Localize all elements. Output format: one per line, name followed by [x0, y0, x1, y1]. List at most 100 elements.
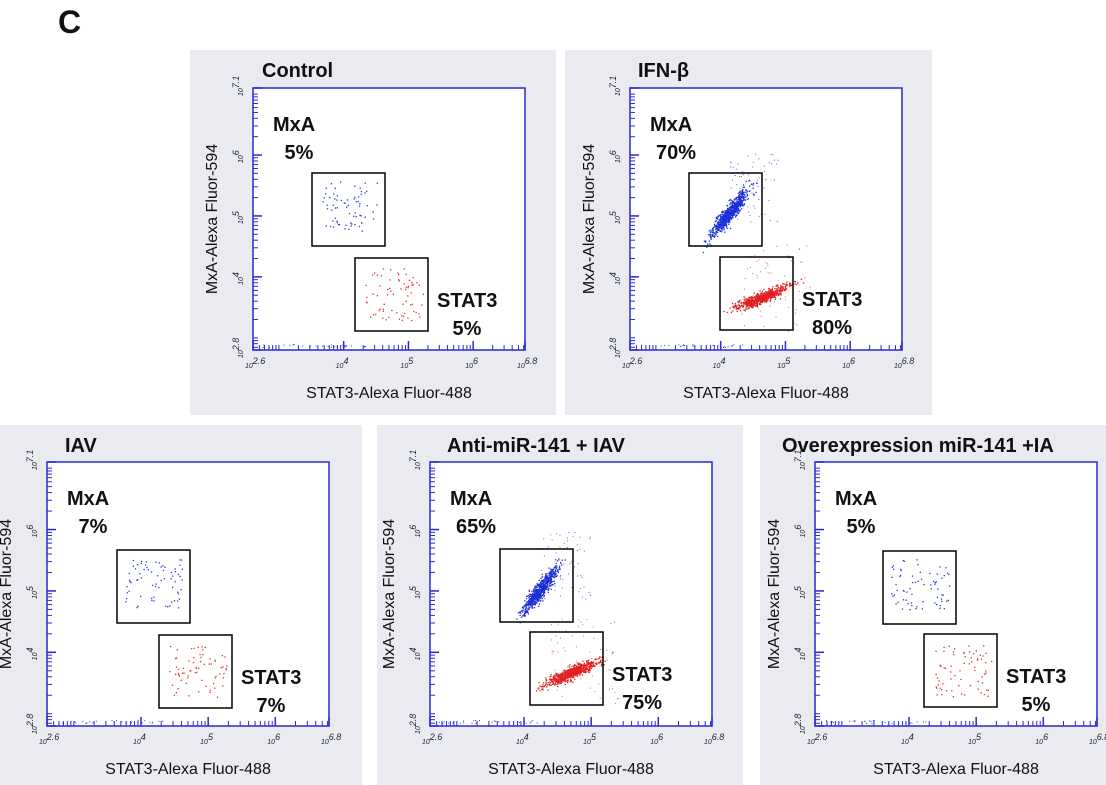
event-dot — [727, 214, 729, 216]
event-dot — [519, 614, 521, 616]
event-dot — [721, 217, 723, 220]
event-dot — [760, 296, 762, 298]
y-tick-label: 106 — [608, 150, 622, 163]
event-dot — [558, 565, 561, 567]
event-dot — [364, 182, 366, 184]
event-dot — [152, 721, 154, 723]
event-dot — [923, 583, 925, 586]
event-dot — [547, 591, 549, 594]
event-dot — [105, 721, 107, 723]
event-dot — [753, 302, 755, 304]
event-dot — [580, 665, 582, 668]
event-dot — [716, 223, 719, 225]
event-dot — [366, 190, 368, 192]
event-dot — [550, 580, 553, 582]
event-dot — [764, 296, 766, 299]
event-dot — [181, 579, 183, 581]
event-dot — [772, 296, 774, 298]
event-dot — [525, 604, 527, 607]
event-dot — [540, 591, 543, 593]
event-dot — [557, 571, 560, 574]
event-dot — [410, 292, 412, 294]
x-tick-label: 106.8 — [517, 356, 537, 370]
event-dot — [443, 721, 445, 723]
event-dot — [540, 599, 542, 602]
event-dot — [738, 301, 741, 303]
event-dot — [589, 662, 591, 664]
event-dot — [719, 229, 721, 232]
event-dot — [759, 298, 762, 300]
event-dot — [580, 621, 582, 623]
event-dot — [360, 193, 362, 196]
event-dot — [573, 666, 575, 668]
event-dot — [528, 596, 531, 598]
event-dot — [174, 571, 177, 573]
stat3-label: STAT3 — [1006, 666, 1066, 688]
event-dot — [798, 290, 800, 292]
event-dot — [744, 300, 746, 302]
event-dot — [411, 284, 413, 286]
event-dot — [742, 174, 744, 176]
event-dot — [724, 223, 726, 226]
event-dot — [183, 672, 185, 674]
event-dot — [744, 302, 746, 304]
event-dot — [720, 214, 722, 216]
event-dot — [411, 282, 413, 284]
event-dot — [169, 670, 171, 673]
event-dot — [549, 578, 551, 580]
event-dot — [599, 697, 601, 699]
event-dot — [614, 691, 616, 693]
event-dot — [706, 246, 708, 248]
event-dot — [552, 583, 554, 586]
event-dot — [727, 221, 730, 224]
event-dot — [751, 303, 753, 306]
event-dot — [533, 590, 535, 592]
event-dot — [737, 207, 740, 209]
event-dot — [590, 665, 592, 667]
event-dot — [614, 703, 616, 705]
event-dot — [745, 196, 747, 198]
event-dot — [750, 303, 753, 305]
event-dot — [334, 346, 336, 348]
event-dot — [809, 286, 811, 288]
event-dot — [558, 676, 560, 679]
event-dot — [200, 656, 202, 658]
event-dot — [727, 215, 729, 217]
event-dot — [536, 592, 538, 595]
event-dot — [177, 668, 180, 671]
event-dot — [551, 570, 553, 572]
event-dot — [766, 296, 768, 298]
event-dot — [566, 680, 569, 682]
event-dot — [744, 196, 746, 198]
event-dot — [555, 573, 557, 575]
event-dot — [606, 659, 608, 661]
tick-base: 10 — [800, 591, 807, 599]
event-dot — [589, 687, 591, 689]
event-dot — [935, 673, 937, 676]
event-dot — [727, 213, 730, 215]
event-dot — [760, 310, 762, 312]
event-dot — [568, 676, 570, 678]
event-dot — [585, 670, 587, 673]
event-dot — [746, 192, 748, 194]
event-dot — [572, 674, 574, 676]
event-dot — [614, 621, 616, 623]
event-dot — [595, 662, 598, 664]
event-dot — [589, 594, 591, 596]
event-dot — [571, 681, 573, 683]
event-dot — [155, 561, 157, 563]
event-dot — [906, 591, 908, 593]
event-dot — [575, 673, 577, 676]
event-dot — [348, 212, 351, 215]
event-dot — [537, 590, 539, 592]
event-dot — [392, 293, 395, 296]
event-dot — [720, 211, 723, 213]
event-dot — [799, 299, 801, 301]
event-dot — [737, 212, 739, 214]
event-dot — [548, 583, 551, 585]
event-dot — [572, 535, 574, 537]
event-dot — [564, 671, 567, 673]
event-dot — [756, 293, 758, 295]
event-dot — [755, 305, 757, 307]
event-dot — [592, 661, 594, 664]
